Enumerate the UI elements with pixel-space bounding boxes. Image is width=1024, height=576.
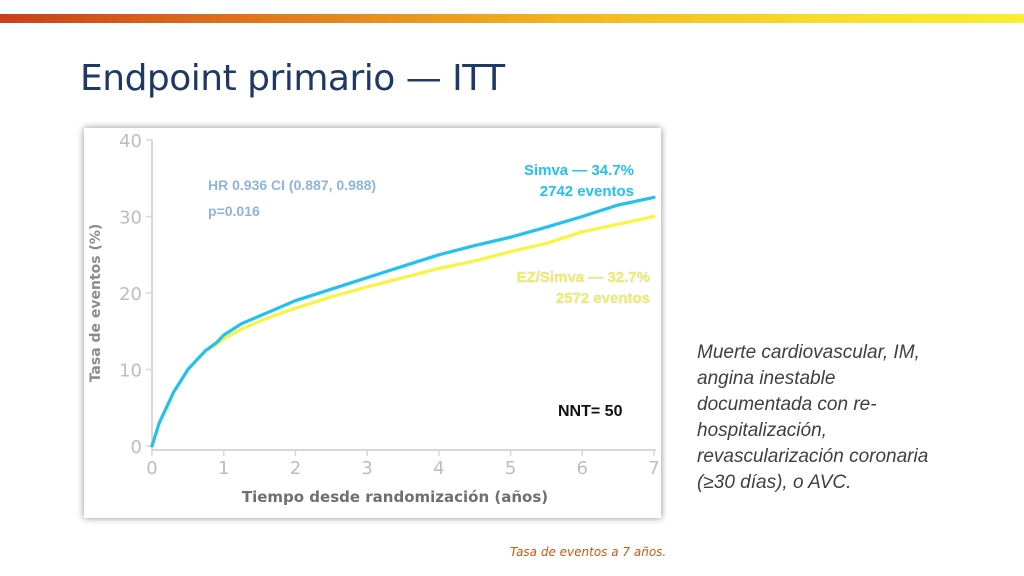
- simva-label-line2: 2742 eventos: [540, 183, 634, 200]
- x-tick-label: 1: [218, 458, 229, 479]
- y-tick-label: 10: [119, 361, 142, 382]
- p-value-text: p=0.016: [208, 203, 260, 219]
- ezsimva-label-line2: 2572 eventos: [556, 290, 650, 307]
- x-tick-label: 3: [361, 458, 372, 479]
- hazard-ratio-text: HR 0.936 CI (0.887, 0.988): [208, 177, 376, 193]
- accent-gradient-bar: [0, 14, 1024, 23]
- x-tick-label: 0: [146, 458, 157, 479]
- x-tick-label: 4: [433, 458, 444, 479]
- simva-series-line: [150, 195, 656, 448]
- endpoint-description: Muerte cardiovascular, IM, angina inesta…: [697, 342, 929, 493]
- nnt-text: NNT= 50: [558, 403, 623, 420]
- y-tick-label: 0: [131, 437, 142, 458]
- km-chart-panel: 0 10 20 30 40 0 1 2 3 4 5 6 7 Tasa de eventos (%) Ti…: [84, 128, 661, 518]
- y-tick-label: 20: [119, 284, 142, 305]
- simva-label-line1: Simva — 34.7%: [524, 162, 634, 179]
- footnote: Tasa de eventos a 7 años.: [510, 545, 667, 559]
- slide-title: Endpoint primario — ITT: [80, 58, 505, 99]
- ezsimva-label-line1: EZ/Simva — 32.7%: [517, 269, 650, 286]
- y-axis-label: Tasa de eventos (%): [88, 224, 104, 383]
- x-tick-label: 7: [648, 458, 659, 479]
- x-axis-label: Tiempo desde randomización (años): [242, 488, 548, 506]
- y-tick-label: 30: [119, 208, 142, 229]
- km-chart: 0 10 20 30 40 0 1 2 3 4 5 6 7 Tasa de eventos (%) Ti…: [88, 131, 660, 506]
- x-tick-label: 5: [505, 458, 516, 479]
- y-tick-label: 40: [119, 131, 142, 152]
- x-tick-label: 6: [577, 458, 588, 479]
- x-tick-label: 2: [290, 458, 301, 479]
